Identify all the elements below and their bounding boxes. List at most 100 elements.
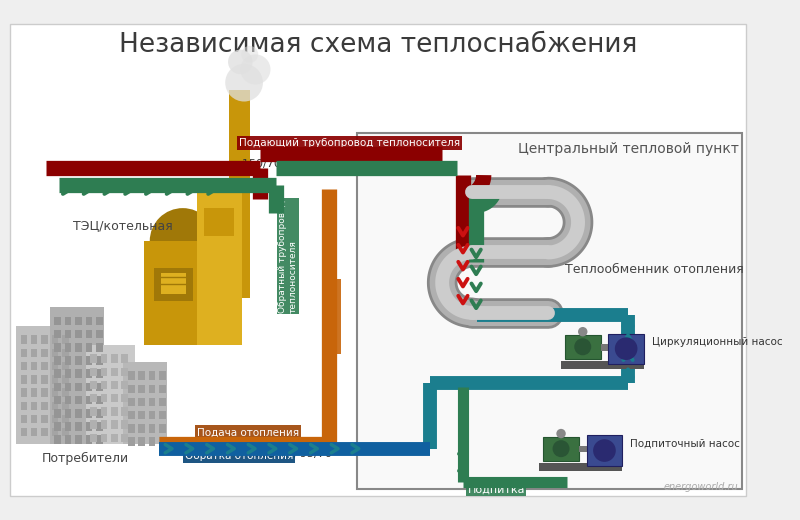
Bar (31, 415, 38, 423)
Bar (149, 411, 155, 420)
Bar (138, 371, 145, 380)
Bar (31, 362, 38, 370)
Bar (31, 428, 38, 436)
Bar (149, 424, 155, 433)
Bar (54, 369, 61, 378)
Bar (54, 409, 61, 418)
Bar (31, 375, 38, 384)
Bar (86, 317, 92, 325)
Bar (122, 354, 128, 363)
Bar (62, 362, 69, 370)
Bar (54, 330, 61, 339)
Bar (21, 401, 27, 410)
Bar (543, 437, 579, 461)
Bar (65, 343, 71, 352)
Bar (358, 133, 742, 489)
Bar (42, 401, 48, 410)
Bar (128, 411, 134, 420)
Bar (52, 349, 58, 357)
Bar (21, 388, 27, 397)
Bar (111, 434, 118, 442)
Bar (90, 394, 97, 402)
Bar (52, 401, 58, 410)
Bar (96, 330, 102, 339)
Bar (75, 343, 82, 352)
Bar (75, 330, 82, 339)
Text: 105/70, 95/70: 105/70, 95/70 (254, 449, 332, 459)
Bar (52, 428, 58, 436)
Bar (101, 354, 107, 363)
Bar (111, 407, 118, 415)
Bar (122, 394, 128, 402)
Bar (101, 368, 107, 376)
Bar (111, 381, 118, 389)
Bar (42, 428, 48, 436)
Bar (96, 317, 102, 325)
Circle shape (240, 55, 270, 85)
Bar (122, 381, 128, 389)
Text: Центральный тепловой пункт: Центральный тепловой пункт (518, 141, 738, 155)
Bar (128, 371, 134, 380)
Text: Независимая схема теплоснабжения: Независимая схема теплоснабжения (119, 32, 638, 58)
Bar (62, 335, 69, 344)
Bar (86, 343, 92, 352)
Bar (90, 368, 97, 376)
Text: Потребители: Потребители (42, 451, 129, 465)
Bar (52, 362, 58, 370)
Bar (65, 317, 71, 325)
Bar (96, 369, 102, 378)
Bar (144, 241, 229, 345)
Bar (65, 422, 71, 431)
Bar (42, 349, 48, 357)
Bar (62, 401, 69, 410)
Bar (111, 394, 118, 402)
Bar (31, 388, 38, 397)
Text: Обратный трубопровод
теплоносителя: Обратный трубопровод теплоносителя (278, 200, 298, 313)
Bar (138, 437, 145, 446)
Bar (608, 334, 644, 364)
Bar (62, 388, 69, 397)
Bar (21, 349, 27, 357)
Bar (54, 396, 61, 405)
Bar (96, 356, 102, 365)
Text: Циркуляционный насос: Циркуляционный насос (652, 337, 782, 347)
Bar (111, 354, 118, 363)
Bar (86, 422, 92, 431)
Bar (159, 398, 166, 406)
Bar (90, 407, 97, 415)
Bar (122, 407, 128, 415)
Bar (111, 368, 118, 376)
Bar (75, 383, 82, 391)
Bar (42, 388, 48, 397)
Bar (75, 356, 82, 365)
Text: Подпиточный насос: Подпиточный насос (630, 439, 740, 449)
Bar (561, 361, 644, 369)
Bar (138, 398, 145, 406)
Bar (75, 422, 82, 431)
Bar (31, 401, 38, 410)
Bar (101, 420, 107, 429)
Bar (122, 368, 128, 376)
Bar (96, 396, 102, 405)
Bar (586, 435, 622, 465)
Bar (86, 369, 92, 378)
Bar (75, 369, 82, 378)
Text: Подпитка: Подпитка (468, 485, 525, 495)
Circle shape (242, 46, 258, 63)
Bar (101, 407, 107, 415)
Circle shape (228, 49, 253, 74)
Text: energoworld.ru: energoworld.ru (664, 482, 738, 492)
Bar (159, 437, 166, 446)
Bar (138, 424, 145, 433)
Bar (159, 411, 166, 420)
Bar (122, 434, 128, 442)
Bar (21, 428, 27, 436)
Bar (54, 343, 61, 352)
Bar (122, 420, 128, 429)
Circle shape (556, 429, 566, 438)
Bar (21, 415, 27, 423)
Bar (65, 330, 71, 339)
Bar (75, 317, 82, 325)
Bar (54, 356, 61, 365)
Bar (52, 335, 58, 344)
